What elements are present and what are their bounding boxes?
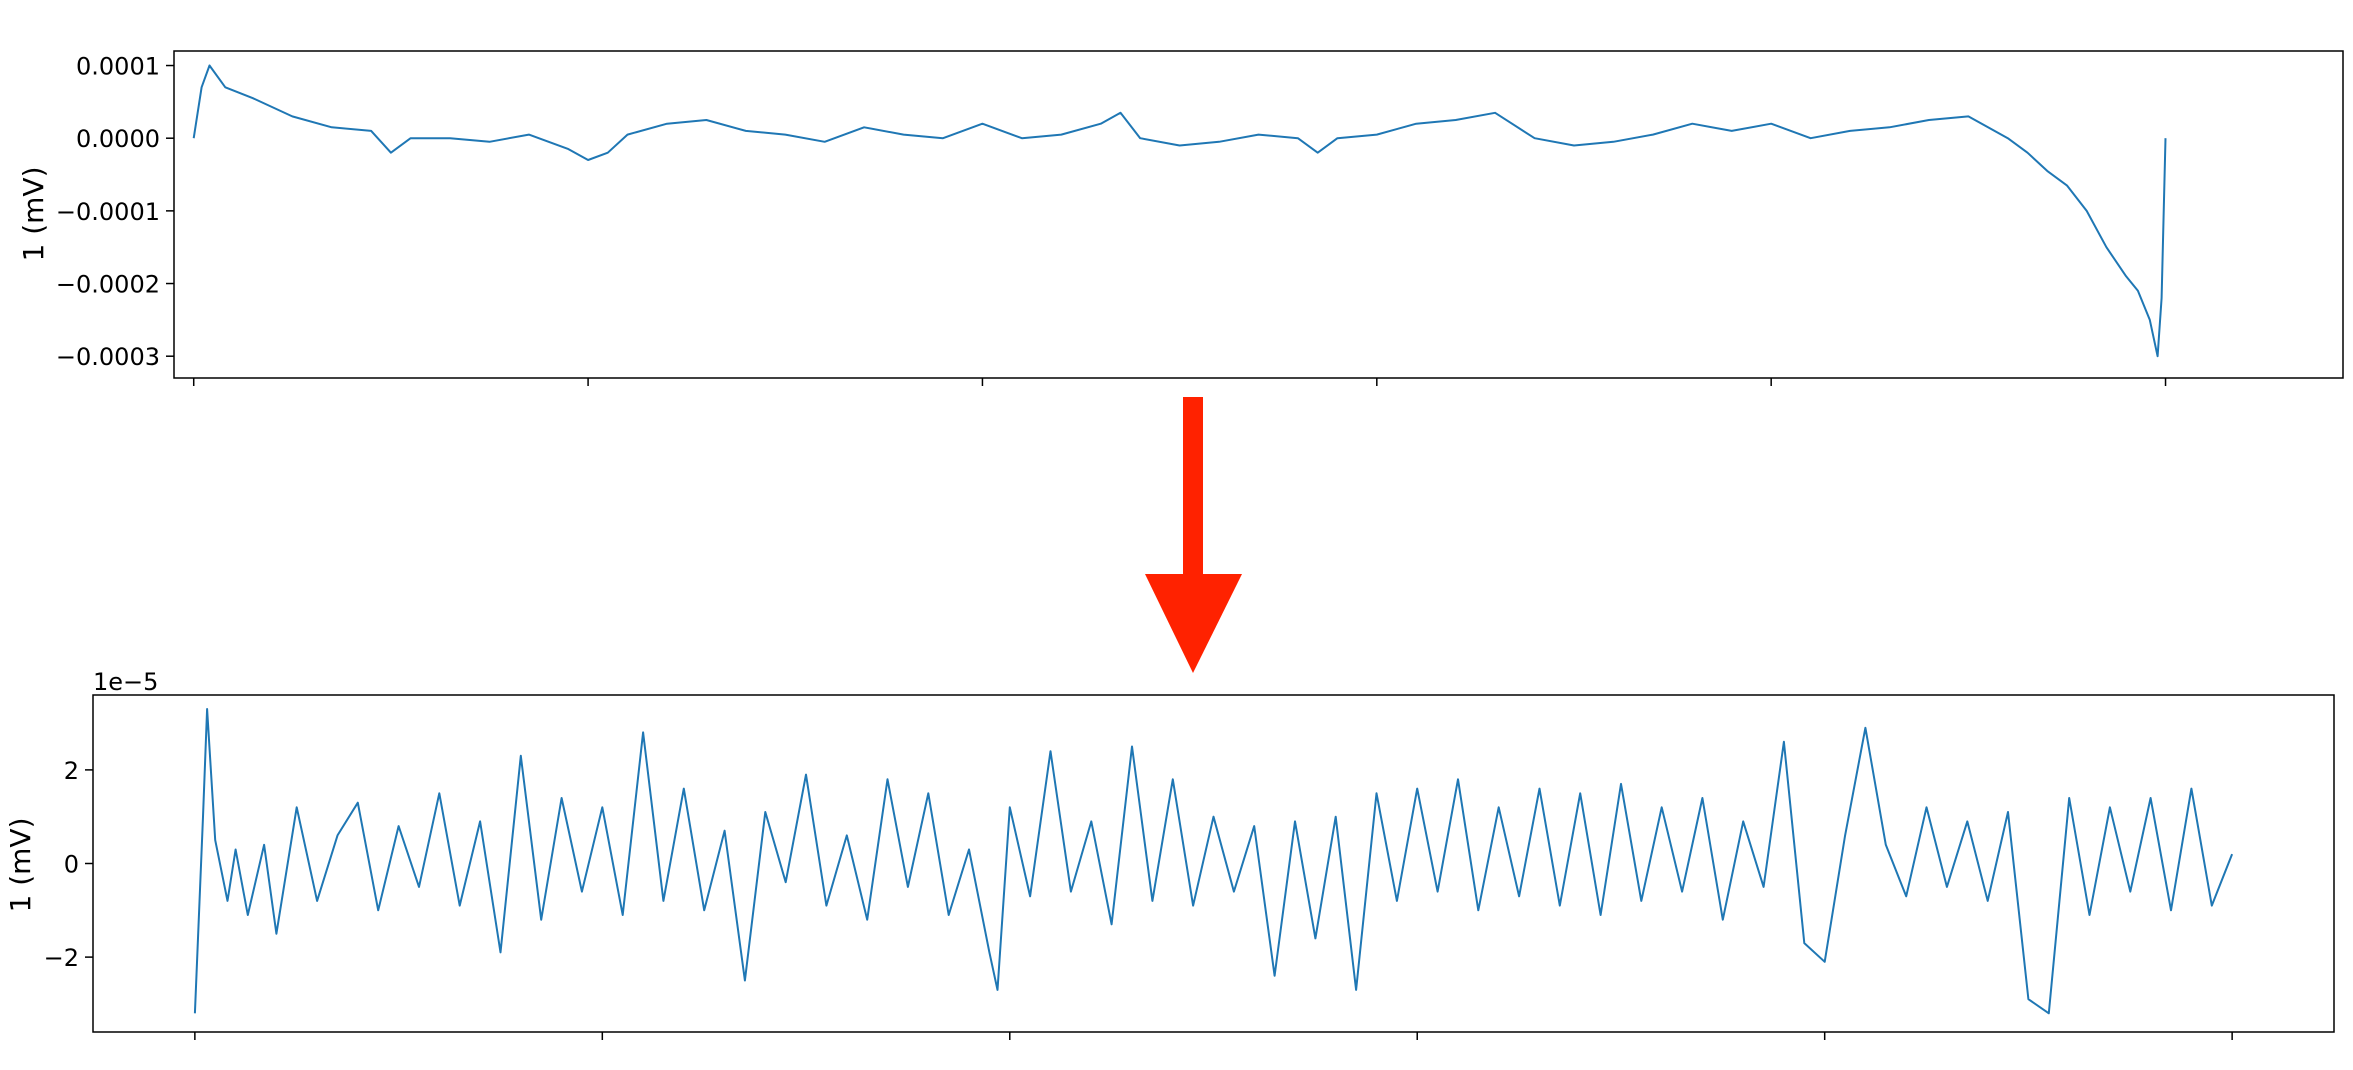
- top-y-tick-label: −0.0002: [56, 271, 160, 299]
- bottom-y-tick-label: 2: [64, 757, 79, 785]
- bottom-y-axis-label: 1 (mV): [4, 818, 37, 913]
- top-y-tick-label: −0.0003: [56, 343, 160, 371]
- bottom-offset-text: 1e−5: [93, 668, 158, 696]
- bottom-chart: 2 0 −2 1e−5 1 (mV): [4, 668, 2335, 1040]
- top-y-tick-label: 0.0000: [76, 125, 160, 153]
- bottom-ticks: 2 0 −2: [44, 757, 2233, 1040]
- down-arrow-icon: [1145, 397, 1242, 673]
- bottom-y-tick-label: 0: [64, 851, 79, 879]
- top-y-tick-label: 0.0001: [76, 53, 160, 81]
- top-y-axis-label: 1 (mV): [17, 167, 50, 262]
- top-plot-frame: [173, 50, 2344, 379]
- bottom-signal-line: [193, 708, 2234, 1015]
- top-chart: 0.0001 0.0000 −0.0001 −0.0002 −0.0003 1 (mV): [17, 50, 2344, 386]
- top-y-tick-label: −0.0001: [56, 198, 160, 226]
- top-signal-line: [192, 64, 2167, 358]
- top-ticks: 0.0001 0.0000 −0.0001 −0.0002 −0.0003: [56, 53, 2167, 386]
- bottom-plot-frame: [92, 694, 2335, 1033]
- bottom-y-tick-label: −2: [44, 944, 79, 972]
